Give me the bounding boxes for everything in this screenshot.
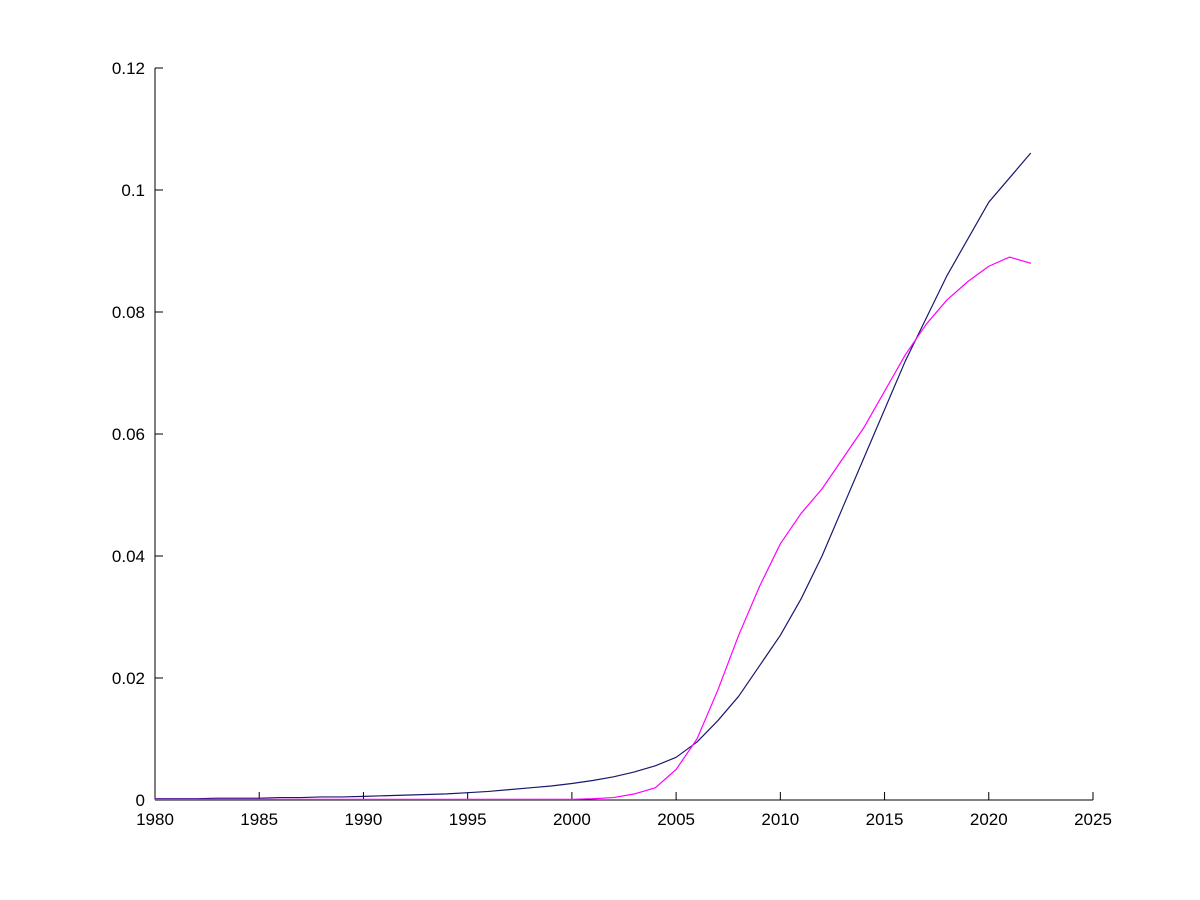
y-tick-label: 0.02 <box>112 669 145 688</box>
x-tick-label: 1995 <box>449 810 487 829</box>
x-tick-label: 1985 <box>240 810 278 829</box>
y-tick-label: 0 <box>136 791 145 810</box>
y-tick-label: 0.12 <box>112 59 145 78</box>
x-tick-label: 2025 <box>1074 810 1112 829</box>
y-tick-label: 0.06 <box>112 425 145 444</box>
x-tick-label: 2010 <box>761 810 799 829</box>
y-tick-label: 0.08 <box>112 303 145 322</box>
x-tick-label: 2005 <box>657 810 695 829</box>
series-magenta-line <box>154 256 1032 800</box>
x-tick-label: 2000 <box>553 810 591 829</box>
x-tick-label: 1990 <box>345 810 383 829</box>
y-tick-label: 0.04 <box>112 547 145 566</box>
x-tick-label: 2015 <box>866 810 904 829</box>
series-blue-line <box>154 152 1032 800</box>
x-tick-label: 2020 <box>970 810 1008 829</box>
x-tick-label: 1980 <box>136 810 174 829</box>
y-tick-label: 0.1 <box>121 181 145 200</box>
